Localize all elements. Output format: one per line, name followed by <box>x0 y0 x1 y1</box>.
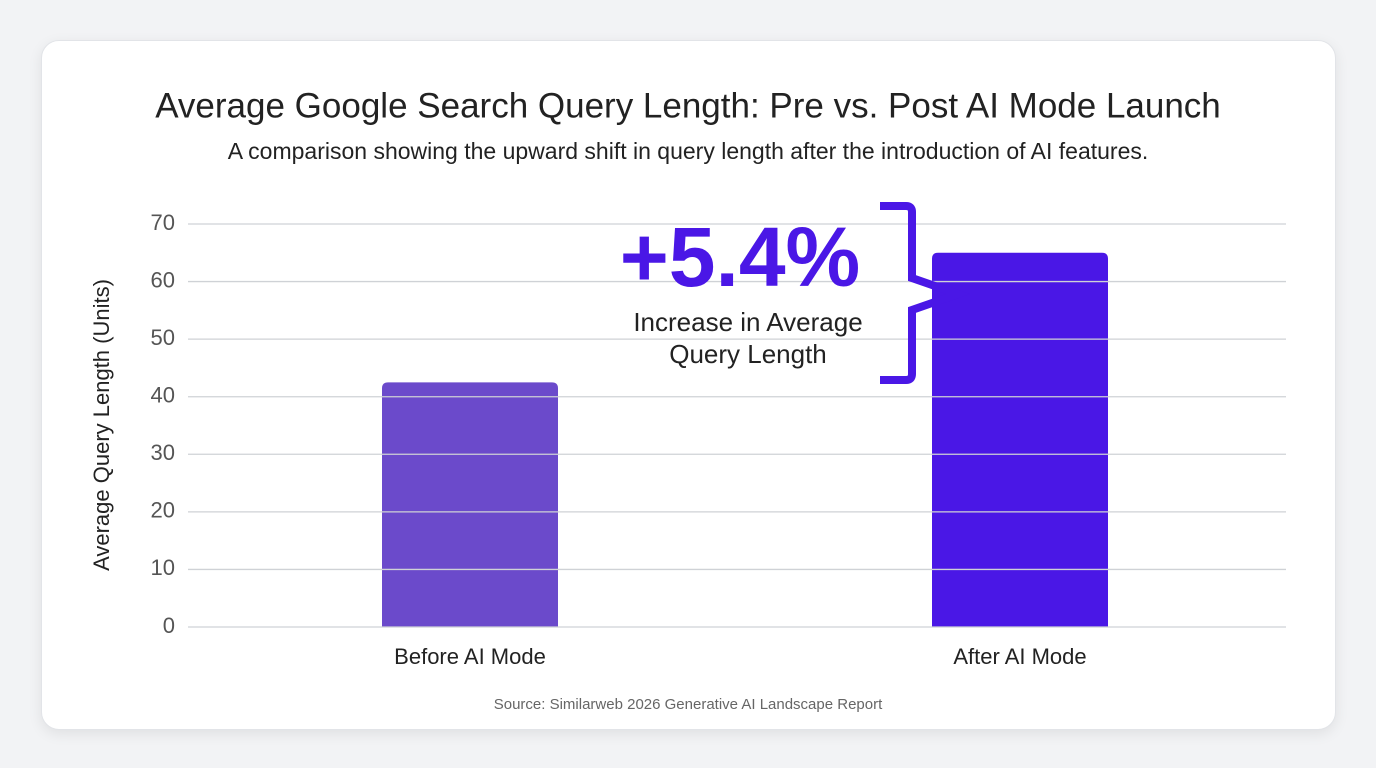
y-tick-label: 0 <box>163 613 175 638</box>
chart-subtitle: A comparison showing the upward shift in… <box>228 138 1149 164</box>
bar <box>382 382 558 627</box>
y-tick-label: 60 <box>151 267 175 292</box>
y-tick-label: 30 <box>151 440 175 465</box>
chart-title: Average Google Search Query Length: Pre … <box>155 86 1221 125</box>
card <box>41 40 1336 730</box>
y-axis-label: Average Query Length (Units) <box>89 279 114 571</box>
y-tick-label: 20 <box>151 498 175 523</box>
source: Source: Similarweb 2026 Generative AI La… <box>494 696 883 713</box>
y-tick-label: 70 <box>151 210 175 235</box>
x-tick-label: After AI Mode <box>953 644 1086 669</box>
y-tick-label: 50 <box>151 325 175 350</box>
bar <box>932 252 1108 628</box>
y-tick-label: 10 <box>151 555 175 580</box>
annotation-text: Increase in Average Query Length <box>633 307 863 369</box>
bracket <box>880 202 971 384</box>
x-tick-label: Before AI Mode <box>394 644 546 669</box>
annotation-value: +5.4% <box>620 210 861 304</box>
y-tick-label: 40 <box>151 383 175 408</box>
